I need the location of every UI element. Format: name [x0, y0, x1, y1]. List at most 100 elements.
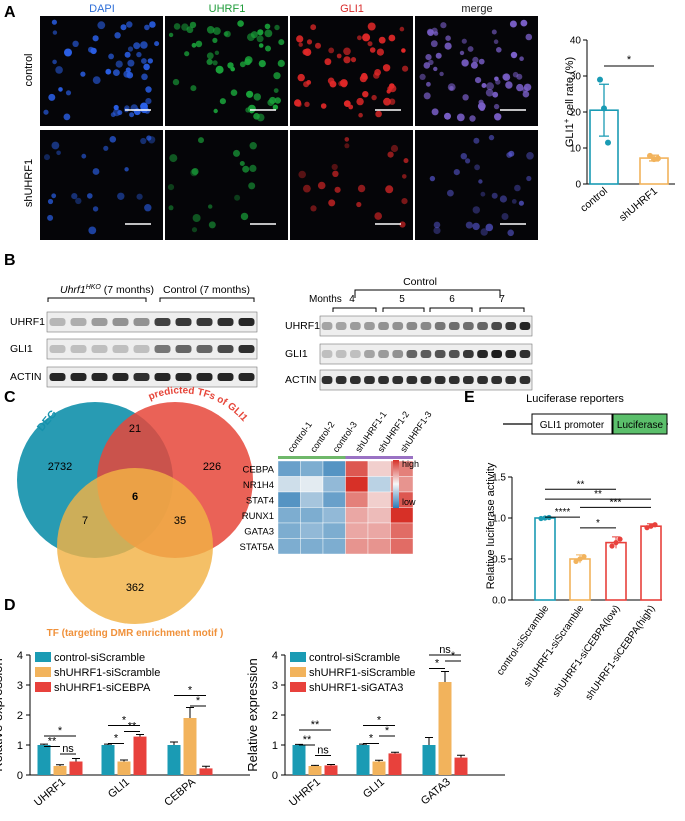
- micro-cell: [247, 33, 255, 41]
- chartD-legend-swatch: [35, 652, 51, 662]
- heatmap-cell: [277, 522, 301, 539]
- blot-band: [238, 318, 255, 326]
- chartD-ytick-label: 3: [17, 680, 23, 692]
- micro-cell: [143, 63, 150, 71]
- micro-cell: [526, 175, 532, 182]
- micro-cell: [141, 73, 148, 81]
- blot-band: [91, 318, 108, 326]
- blot-band: [112, 318, 129, 326]
- micro-cell: [488, 134, 495, 141]
- heatmap-cell: [277, 476, 301, 493]
- micro-cell: [124, 51, 131, 58]
- micro-cell: [356, 201, 362, 208]
- blot-month-6: 6: [449, 294, 455, 305]
- blot-band: [133, 318, 150, 326]
- chartD-bar: [438, 682, 452, 775]
- micro-cell: [191, 42, 197, 48]
- heatmap-cell: [277, 491, 301, 508]
- chartD-error: [56, 764, 64, 766]
- micro-cell: [173, 23, 181, 30]
- blot-band: [505, 376, 517, 384]
- gli1-rate-chart: 0 10 20 30 40 control shUHRF1 *: [570, 36, 675, 224]
- micro-cell: [461, 38, 467, 44]
- chartD-ytick-label: 3: [272, 680, 278, 692]
- micro-cell: [478, 58, 485, 65]
- micro-cell: [63, 113, 71, 121]
- micro-cell: [356, 97, 364, 106]
- venn-num-pred-only: 226: [203, 461, 221, 473]
- micro-cell: [215, 65, 224, 74]
- micro-cell: [71, 193, 78, 200]
- micro-cell: [237, 20, 244, 27]
- chartE-ytick-label: 1.5: [492, 473, 506, 484]
- luciferase-chart: 0.00.51.01.5control-siScrambleshUHRF1-si…: [492, 473, 662, 702]
- blot-band: [154, 373, 171, 381]
- chartA-xlabel-1: shUHRF1: [617, 185, 660, 224]
- micro-cell: [439, 71, 444, 77]
- panel-letter-a: A: [4, 4, 16, 21]
- micro-cell: [297, 73, 305, 82]
- micro-cell: [240, 212, 249, 221]
- chartE-point: [573, 558, 579, 565]
- heatmap-cell: [322, 522, 346, 539]
- micro-cell: [274, 97, 281, 104]
- micro-cell: [343, 100, 351, 107]
- micro-cell: [456, 113, 465, 122]
- chartD-error: [136, 734, 144, 737]
- micro-cell: [477, 102, 486, 111]
- micro-row-shuhrf1: shUHRF1: [23, 159, 35, 207]
- micro-cell: [302, 49, 309, 55]
- micro-cell: [126, 71, 134, 79]
- chartE-sig: *: [596, 518, 600, 529]
- micro-cell: [386, 89, 391, 94]
- micro-cell: [514, 184, 521, 192]
- blot-right-title: Control: [403, 276, 437, 288]
- micro-cell: [249, 164, 257, 172]
- chartD-xlabel: UHRF1: [287, 776, 323, 809]
- micro-cell: [140, 41, 148, 49]
- micro-row-control: control: [23, 53, 35, 86]
- micro-cell: [453, 169, 460, 176]
- chartE-bar-0: [534, 517, 556, 601]
- micro-cell: [144, 204, 152, 212]
- chartD-legend-text: shUHRF1-siGATA3: [309, 682, 403, 694]
- chartD-sig: *: [435, 658, 440, 670]
- chartD-bar: [183, 718, 197, 775]
- micro-cell: [310, 24, 317, 31]
- micro-cell: [233, 149, 240, 157]
- micro-cell: [147, 58, 153, 64]
- blot-band: [175, 345, 192, 353]
- blot-band: [335, 376, 347, 384]
- panel-letter-c: C: [4, 389, 16, 406]
- chartD-legend-swatch: [290, 682, 306, 692]
- micro-cell: [367, 41, 373, 47]
- blot-left-group1: Uhrf1HKO (7 months): [60, 284, 154, 296]
- chartA-point: [647, 152, 653, 159]
- micro-cell: [47, 198, 54, 205]
- chartE-ytick-label: 0.0: [492, 596, 506, 607]
- blot-band: [463, 376, 474, 384]
- micro-cell: [296, 35, 304, 43]
- chartE-bar-1: [569, 558, 591, 601]
- micro-cell: [113, 104, 119, 111]
- micro-cell: [433, 66, 438, 72]
- chartD-xlabel: GATA3: [419, 776, 453, 807]
- micro-cell: [478, 179, 483, 184]
- venn-num-tf-only: 362: [126, 582, 144, 594]
- heatmap-cell: [390, 507, 414, 524]
- chartA-point: [655, 155, 661, 162]
- micro-cell: [491, 29, 497, 35]
- micro-cell: [523, 83, 532, 92]
- micro-cell: [385, 185, 394, 194]
- chartD-error: [202, 765, 210, 769]
- micro-cell: [114, 32, 121, 39]
- micro-cell: [399, 221, 406, 228]
- chartE-point: [613, 540, 619, 546]
- micro-cell: [154, 41, 160, 47]
- heatmap-cell: [300, 507, 324, 524]
- micro-cell: [389, 83, 395, 89]
- micro-cell: [425, 54, 432, 61]
- chartD-error: [186, 707, 194, 718]
- blot-band: [70, 373, 87, 381]
- micro-cell: [92, 35, 99, 42]
